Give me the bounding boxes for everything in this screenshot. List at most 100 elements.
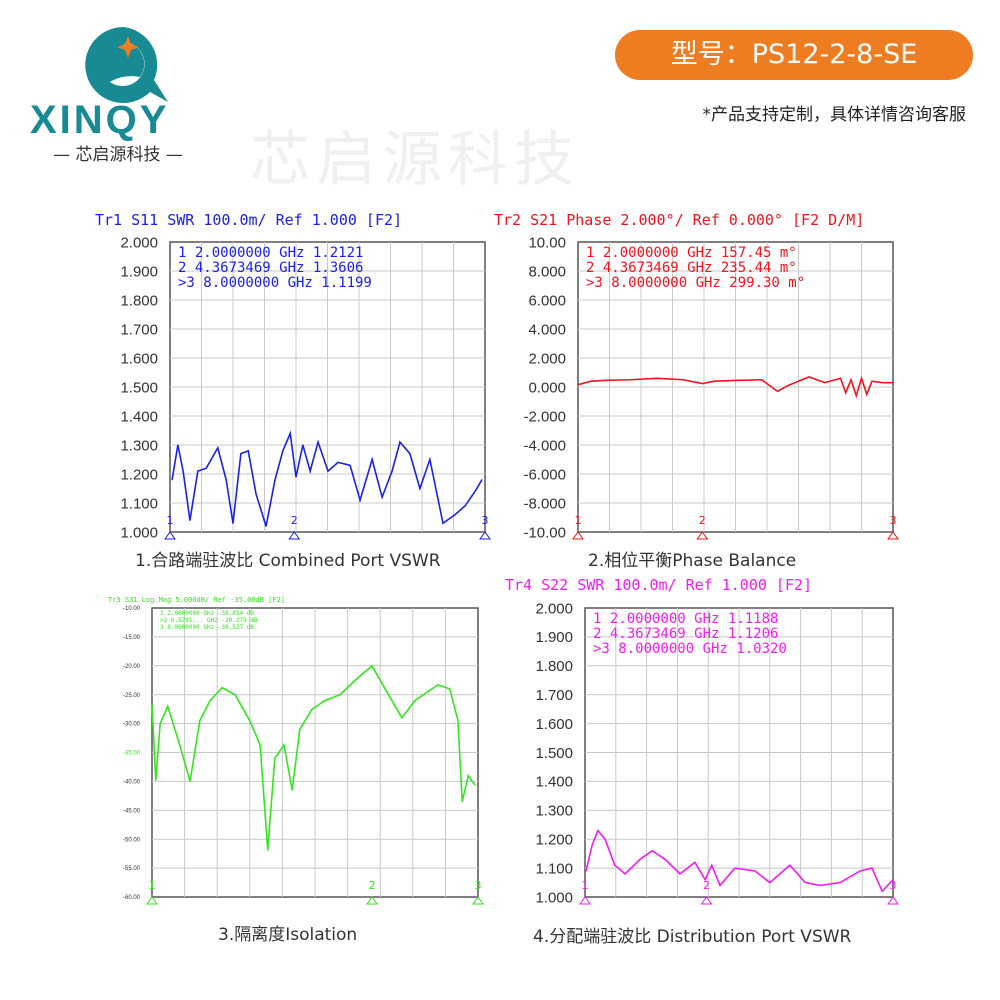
data-point [789,864,791,866]
marker-readout: 2 4.3673469 GHz 1.3606 [178,260,363,276]
marker-number: 3 [482,514,489,527]
y-tick-label: 1.000 [535,889,573,906]
marker-triangle-icon [472,896,484,905]
y-tick-label: 1.300 [535,803,573,820]
data-point [656,377,658,379]
data-point [429,458,431,461]
marker-triangle-icon [700,896,713,905]
data-point [265,525,267,527]
data-point [302,444,304,446]
data-point [866,393,868,395]
marker-triangle-icon [887,896,899,905]
marker-number: 1 [149,879,156,892]
data-point [845,392,847,394]
data-point [639,858,641,861]
data-point [871,867,873,869]
data-point [769,881,771,884]
logo-q-icon [85,27,168,103]
data-point [274,757,276,759]
y-tick-label: -2.000 [523,408,566,425]
data-point [679,873,681,875]
data-point [182,470,184,472]
data-point [629,379,632,381]
data-point [255,493,257,495]
data-point [155,779,157,781]
data-point [481,479,483,481]
data-point [391,470,393,472]
marker-readout: >3 8.0000000 GHz 299.30 m° [586,275,805,291]
data-point [159,723,161,725]
data-point [371,458,373,461]
marker-number: 2 [369,879,376,892]
y-tick-label: -10.00 [123,606,141,612]
data-point [309,470,311,472]
y-tick-label: 1.600 [535,716,573,733]
marker-number: 2 [703,879,710,892]
data-point [359,499,361,501]
data-point [474,490,476,492]
data-point [719,884,721,887]
data-point [205,467,207,469]
y-tick-label: 1.000 [120,524,158,541]
brand-subtitle: — 芯启源科技 — [53,145,183,165]
data-point [701,382,704,385]
data-point [199,720,201,722]
data-point [604,838,606,840]
y-tick-label: -4.000 [523,437,566,454]
data-point [209,699,211,702]
marker-readout: 2 4.3673469 GHz 1.1206 [593,626,778,642]
y-tick-label: 1.700 [535,687,573,704]
data-point [614,864,616,866]
marker-readout: 1 2.0000000 GHz -38.854 dB [160,610,254,617]
data-point [577,384,579,386]
y-tick-label: 1.600 [120,350,158,367]
y-tick-label: -30.00 [123,722,141,728]
data-point [189,519,191,522]
y-tick-label: 10.00 [528,234,566,251]
data-point [682,379,684,381]
data-point [381,496,383,498]
marker-triangle-icon [288,531,301,540]
data-point [590,380,592,382]
marker-triangle-icon [696,531,709,540]
y-tick-label: -50.00 [123,837,141,843]
y-tick-label: 2.000 [528,350,566,367]
data-point [282,450,284,452]
data-point [892,879,894,881]
marker-number: 3 [890,879,897,892]
data-point [624,873,626,875]
y-tick-label: 1.900 [120,263,158,280]
data-point [454,514,456,516]
data-point [442,522,444,524]
data-point [337,461,339,463]
data-point [860,377,863,379]
y-tick-label: 1.300 [120,437,158,454]
marker-number: 1 [575,514,582,527]
chart-title: Tr2 S21 Phase 2.000°/ Ref 0.000° [F2 D/M… [494,211,864,229]
y-tick-label: -15.00 [123,635,141,641]
data-point [808,376,810,378]
data-point [217,447,219,449]
marker-number: 3 [890,514,897,527]
data-point [234,694,236,696]
data-point [457,719,459,721]
data-point [892,382,894,384]
data-point [461,801,463,803]
data-point [401,717,403,719]
data-point [597,829,599,832]
y-tick-label: 1.800 [535,658,573,675]
data-point [414,699,416,702]
data-point [871,380,873,382]
y-tick-label: -6.000 [523,466,566,483]
trace-line [171,430,483,527]
data-point [291,789,293,791]
data-point [283,744,285,746]
data-point [651,850,653,852]
data-point [850,379,852,381]
data-point [824,382,826,384]
y-tick-label: 4.000 [528,321,566,338]
